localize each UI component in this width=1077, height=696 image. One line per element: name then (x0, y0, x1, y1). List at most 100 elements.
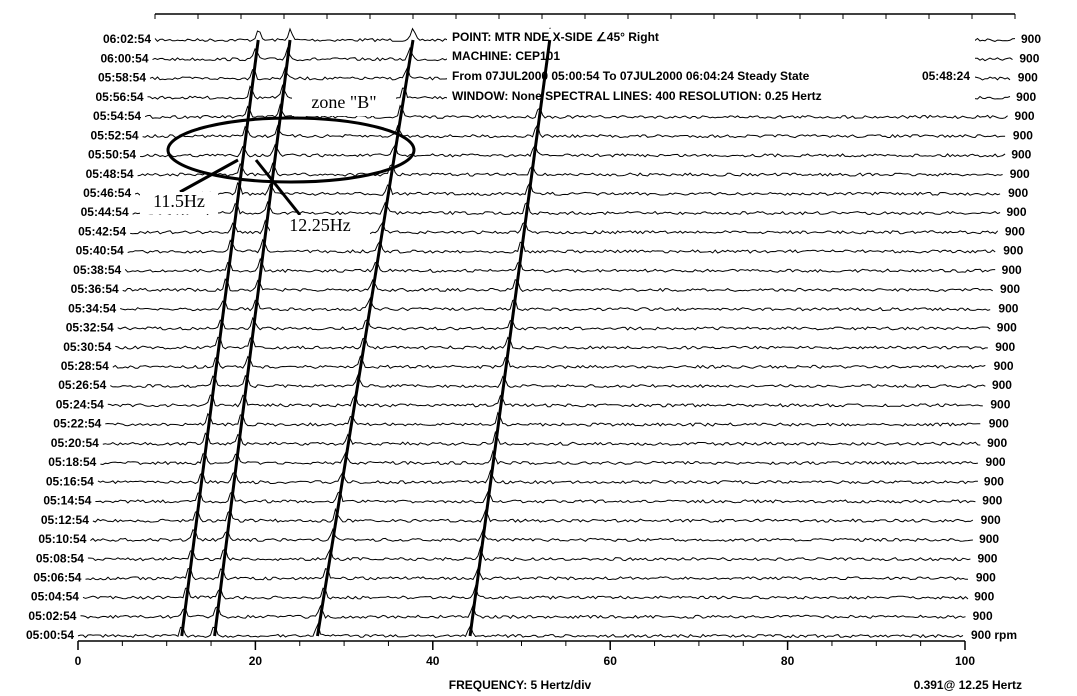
ridge (180, 39, 260, 637)
time-label: 05:00:54 (26, 628, 74, 642)
label-box (140, 192, 218, 214)
spectrum-trace (120, 296, 991, 312)
rpm-label: 900 (1006, 205, 1026, 219)
spectrum-trace (100, 449, 978, 466)
spectrum-trace (134, 181, 1001, 196)
rpm-label: 900 (987, 436, 1007, 450)
spectrum-trace (130, 219, 999, 235)
zone-label: zone "B" (311, 92, 376, 112)
spectrum-trace (82, 584, 969, 600)
rpm-label: 900 (1013, 128, 1033, 142)
time-label: 05:46:54 (83, 186, 131, 200)
rpm-label: 900 (1011, 148, 1031, 162)
time-label: 05:16:54 (46, 474, 94, 488)
info-time: 05:48:24 (922, 69, 970, 83)
time-label: 05:04:54 (31, 590, 79, 604)
rpm-label: 900 (1015, 109, 1035, 123)
time-label: 05:22:54 (53, 417, 101, 431)
x-tick-label: 80 (781, 654, 795, 668)
spectrum-trace (102, 430, 981, 446)
rpm-label: 900 (979, 532, 999, 546)
rpm-label: 900 (1010, 167, 1030, 181)
spectrum-trace (97, 469, 978, 485)
spectrum-trace (115, 336, 988, 350)
spectrum-trace (77, 622, 964, 639)
rpm-label: 900 (977, 551, 997, 565)
time-label: 05:34:54 (68, 301, 116, 315)
spectrum-trace (92, 507, 974, 523)
time-label: 05:38:54 (73, 263, 121, 277)
spectrum-trace (117, 316, 991, 331)
rpm-label: 900 (994, 359, 1014, 373)
x-tick-label: 0 (75, 654, 82, 668)
traces (77, 27, 1016, 639)
time-label: 05:48:54 (86, 167, 134, 181)
x-tick-label: 60 (604, 654, 618, 668)
time-label: 05:42:54 (78, 224, 126, 238)
time-label: 05:06:54 (33, 570, 81, 584)
spectrum-trace (122, 278, 993, 293)
rpm-label: 900 (984, 474, 1004, 488)
spectrum-trace (112, 355, 986, 369)
info-box (447, 29, 975, 108)
time-label: 05:26:54 (58, 378, 106, 392)
annotation: 11.5Hz (153, 191, 205, 211)
rpm-label: 900 (1000, 282, 1020, 296)
rpm-label: 900 (976, 570, 996, 584)
time-label: 05:18:54 (48, 455, 96, 469)
x-axis-label: FREQUENCY: 5 Hertz/div (449, 678, 592, 692)
time-label: 05:40:54 (76, 244, 124, 258)
time-label: 05:52:54 (91, 128, 139, 142)
time-label: 05:44:54 (81, 205, 129, 219)
time-label: 06:02:54 (103, 32, 151, 46)
rpm-label: 900 (989, 417, 1009, 431)
time-label: 05:56:54 (96, 90, 144, 104)
time-label: 06:00:54 (100, 51, 148, 65)
spectrum-trace (124, 257, 996, 273)
spectrum-trace (105, 411, 981, 427)
rpm-label: 900 (990, 397, 1010, 411)
spectrum-trace (137, 162, 1003, 177)
spectrum-trace (85, 566, 969, 581)
spectrum-trace (110, 374, 986, 389)
rpm-label: 900 (1005, 224, 1025, 238)
spectrum-trace (80, 603, 966, 619)
rpm-label: 900 (986, 455, 1006, 469)
info-line: POINT: MTR NDE X-SIDE ∠45° Right (452, 30, 659, 44)
label-box (270, 215, 370, 239)
x-tick-label: 100 (955, 654, 975, 668)
zone-box (292, 92, 396, 116)
spectrum-trace (87, 546, 971, 562)
rpm-label: 900 (997, 321, 1017, 335)
rpm-label: 900 (992, 378, 1012, 392)
info-line: From 07JUL2000 05:00:54 To 07JUL2000 06:… (452, 69, 810, 83)
x-tick-label: 20 (249, 654, 263, 668)
time-label: 05:24:54 (56, 397, 104, 411)
rpm-label: 900 (1016, 90, 1036, 104)
ridge (213, 39, 292, 637)
rpm-label: 900 (1018, 71, 1038, 85)
rpm-label: 900 (982, 494, 1002, 508)
rpm-label: 900 (1008, 186, 1028, 200)
arrow (179, 158, 239, 194)
info-line: MACHINE: CEP101 (452, 49, 560, 63)
arrow (254, 159, 302, 216)
time-label: 05:30:54 (63, 340, 111, 354)
time-label: 05:08:54 (36, 551, 84, 565)
x-tick-label: 40 (426, 654, 440, 668)
time-label: 05:28:54 (61, 359, 109, 373)
time-label: 05:32:54 (66, 321, 114, 335)
rpm-label: 900 (995, 340, 1015, 354)
rpm-label: 900 rpm (971, 628, 1017, 642)
time-label: 05:20:54 (51, 436, 99, 450)
time-label: 05:12:54 (41, 513, 89, 527)
time-label: 05:10:54 (38, 532, 86, 546)
time-label: 05:54:54 (93, 109, 141, 123)
spectrum-trace (95, 490, 976, 504)
spectrum-trace (127, 238, 996, 254)
spectrum-trace (142, 123, 1006, 139)
time-label: 05:36:54 (71, 282, 119, 296)
time-label: 05:02:54 (28, 609, 76, 623)
